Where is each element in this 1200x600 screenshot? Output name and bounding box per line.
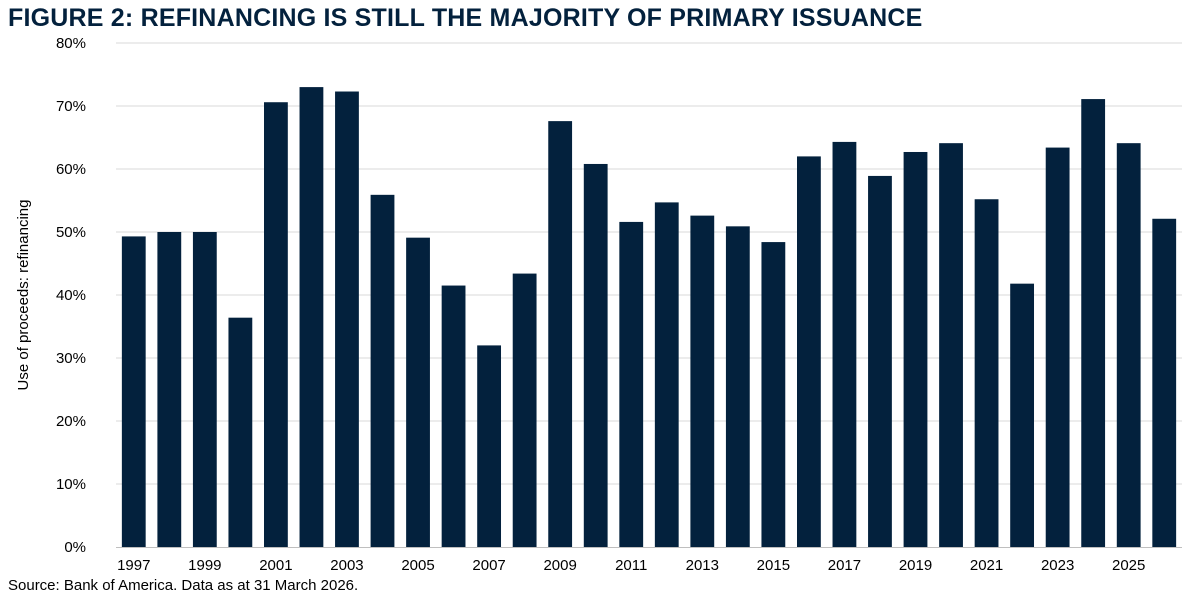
bar-2023 bbox=[1045, 147, 1070, 547]
y-tick-label: 10% bbox=[56, 476, 86, 493]
x-tick-label: 2005 bbox=[401, 557, 434, 574]
bar-2018 bbox=[868, 175, 892, 547]
bar-2005 bbox=[406, 237, 430, 548]
bar-1998 bbox=[157, 232, 182, 547]
x-tick-label: 2017 bbox=[828, 557, 861, 574]
gridlines bbox=[116, 42, 1182, 485]
x-tick-label: 2003 bbox=[330, 557, 363, 574]
bar-2009 bbox=[548, 121, 573, 548]
bar-2010 bbox=[583, 163, 608, 547]
x-tick-label: 2013 bbox=[686, 557, 719, 574]
bar-2001 bbox=[264, 102, 288, 547]
bar-1999 bbox=[192, 232, 217, 547]
x-tick-label: 2025 bbox=[1112, 557, 1145, 574]
x-tick-label: 2019 bbox=[899, 557, 932, 574]
bar-2006 bbox=[441, 285, 466, 547]
y-tick-label: 40% bbox=[56, 287, 86, 304]
bar-2003 bbox=[335, 91, 359, 547]
y-tick-label: 20% bbox=[56, 413, 86, 430]
y-tick-label: 50% bbox=[56, 224, 86, 241]
y-tick-label: 80% bbox=[56, 35, 86, 52]
bar-2013 bbox=[690, 215, 715, 547]
bar-2014 bbox=[725, 226, 750, 547]
x-tick-label: 2021 bbox=[970, 557, 1003, 574]
y-tick-label: 60% bbox=[56, 161, 86, 178]
bar-2002 bbox=[299, 87, 324, 547]
x-tick-label: 2009 bbox=[543, 557, 576, 574]
bar-2016 bbox=[797, 156, 821, 547]
bar-2012 bbox=[654, 202, 679, 547]
bar-2020 bbox=[939, 143, 963, 548]
bar-2017 bbox=[832, 141, 857, 547]
bar-2026 bbox=[1152, 218, 1177, 547]
bar-2022 bbox=[1010, 283, 1035, 547]
x-axis-ticks: 1997 1999 2001 2003 2005 2007 2009 2011 2013 2015… bbox=[117, 557, 1145, 574]
x-tick-label: 2001 bbox=[259, 557, 292, 574]
y-tick-label: 0% bbox=[64, 539, 86, 556]
y-axis-ticks: 0% 10% 20% 30% 40% 50% 60% 70% 80% bbox=[56, 35, 86, 556]
bar-2015 bbox=[761, 242, 786, 547]
bar-2024 bbox=[1081, 99, 1106, 547]
x-tick-label: 2015 bbox=[757, 557, 790, 574]
bar-2007 bbox=[477, 345, 502, 547]
y-axis-title: Use of proceeds: refinancing bbox=[15, 200, 32, 391]
y-tick-label: 30% bbox=[56, 350, 86, 367]
bar-2019 bbox=[903, 151, 928, 548]
bar-2025 bbox=[1116, 143, 1141, 548]
bar-2000 bbox=[228, 317, 253, 547]
bar-1997 bbox=[121, 236, 146, 547]
x-tick-label: 2023 bbox=[1041, 557, 1074, 574]
bars bbox=[121, 87, 1177, 548]
chart-title: FIGURE 2: REFINANCING IS STILL THE MAJOR… bbox=[8, 4, 923, 32]
x-tick-label: 1999 bbox=[188, 557, 221, 574]
bar-2004 bbox=[370, 194, 395, 547]
bar-2008 bbox=[512, 273, 537, 547]
bar-2021 bbox=[974, 199, 999, 548]
x-tick-label: 2011 bbox=[615, 557, 647, 574]
source-note: Source: Bank of America. Data as at 31 M… bbox=[8, 577, 359, 594]
bar-2011 bbox=[619, 221, 644, 548]
x-tick-label: 2007 bbox=[472, 557, 505, 574]
x-tick-label: 1997 bbox=[117, 557, 150, 574]
y-tick-label: 70% bbox=[56, 98, 86, 115]
